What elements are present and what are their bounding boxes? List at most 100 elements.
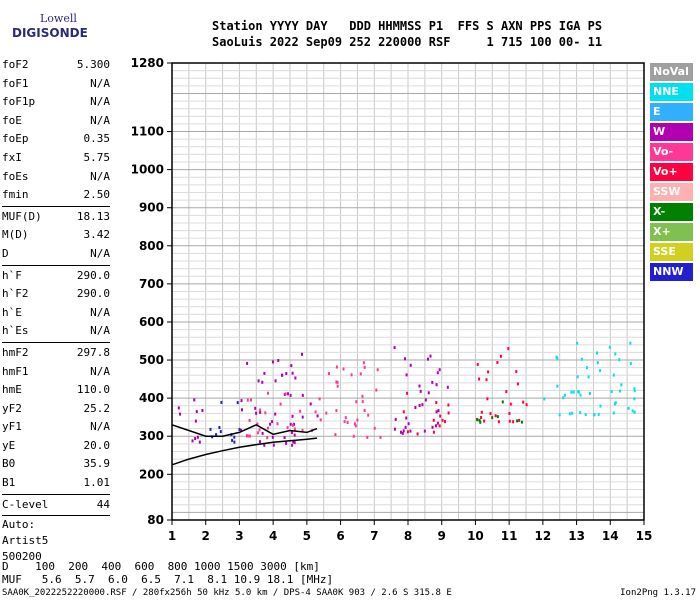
echo-point xyxy=(290,364,293,368)
param-value: 2.50 xyxy=(83,188,111,202)
param-row: hmE 110.0 xyxy=(2,381,110,400)
param-row: yF2 25.2 xyxy=(2,400,110,419)
file-info-footer: SAA0K_2022252220000.RSF / 280fx256h 50 k… xyxy=(2,588,452,598)
echo-point xyxy=(289,393,292,397)
param-value: N/A xyxy=(90,95,110,109)
param-value: 110.0 xyxy=(76,383,110,397)
echo-point xyxy=(400,430,402,434)
echo-point xyxy=(435,424,437,428)
echo-point xyxy=(618,358,621,362)
param-value: 20.0 xyxy=(83,438,111,452)
param-row: foEp 0.35 xyxy=(2,130,110,149)
x-tick-label: 6 xyxy=(336,529,344,543)
echo-point xyxy=(421,403,424,407)
echo-point xyxy=(291,414,294,418)
echo-point xyxy=(290,431,293,435)
y-tick-label: 400 xyxy=(139,391,164,405)
echo-point xyxy=(418,384,421,388)
echo-point xyxy=(509,402,512,406)
echo-point xyxy=(512,420,515,424)
echo-point xyxy=(435,401,438,405)
digisonde-logo: Lowell DIGISONDE xyxy=(0,6,120,46)
param-value: 3.42 xyxy=(83,228,111,242)
echo-point xyxy=(584,413,587,417)
echo-point xyxy=(233,435,236,439)
echo-point xyxy=(562,396,565,400)
echo-point xyxy=(299,409,302,413)
echo-point xyxy=(612,411,615,415)
echo-point xyxy=(291,423,294,427)
echo-point xyxy=(438,368,441,372)
echo-point xyxy=(571,411,574,415)
echo-point xyxy=(362,361,365,365)
echo-point xyxy=(293,433,296,437)
echo-point xyxy=(285,372,288,375)
echo-point xyxy=(198,440,201,444)
echo-point xyxy=(405,416,408,420)
echo-point xyxy=(572,390,575,394)
param-row: fmin 2.50 xyxy=(2,186,110,205)
echo-point xyxy=(376,368,379,372)
echo-point xyxy=(496,415,499,419)
echo-point xyxy=(266,436,269,440)
echo-point xyxy=(328,372,330,376)
echo-point xyxy=(476,418,479,422)
param-row: M(D) 3.42 xyxy=(2,226,110,245)
echo-point xyxy=(629,361,632,365)
echo-point xyxy=(274,379,277,383)
param-separator xyxy=(2,341,110,343)
param-name: yF2 xyxy=(2,401,22,415)
param-row: B0 35.9 xyxy=(2,455,110,474)
echo-point xyxy=(570,390,573,394)
echo-point xyxy=(423,429,426,433)
echo-point xyxy=(558,413,561,417)
echo-point xyxy=(255,411,258,415)
echo-point xyxy=(491,416,494,420)
echo-point xyxy=(631,409,634,413)
echo-point xyxy=(496,361,499,364)
logo-text-top: Lowell xyxy=(40,12,77,25)
param-value: 44 xyxy=(96,497,110,511)
ionospheric-parameters: foF2 5.300 foF1 N/A foF1p N/A foE N/A foEp 0.35 fx… xyxy=(2,56,110,565)
echo-point xyxy=(363,365,366,369)
echo-point xyxy=(344,416,347,420)
y-tick-label: 80 xyxy=(147,513,164,527)
param-name: C-level xyxy=(2,497,49,511)
echo-point xyxy=(439,414,442,418)
echo-point xyxy=(334,433,337,437)
legend-item-ssw: SSW xyxy=(650,183,693,201)
param-name: MUF(D) xyxy=(2,209,42,223)
echo-point xyxy=(279,402,282,406)
param-value: N/A xyxy=(90,76,110,90)
echo-point xyxy=(350,373,353,377)
echo-point xyxy=(291,371,294,375)
echo-point xyxy=(447,411,450,415)
echo-point xyxy=(577,390,580,394)
profile-curves xyxy=(171,423,318,466)
autoscaling-label: 500200 xyxy=(2,550,42,564)
echo-point xyxy=(257,379,260,383)
echo-point xyxy=(258,428,261,432)
echo-point xyxy=(437,409,440,413)
echo-point xyxy=(424,398,427,402)
echo-point xyxy=(618,389,621,393)
legend-item-vo-minus: Vo- xyxy=(650,143,693,161)
echo-point xyxy=(487,370,490,374)
echo-point xyxy=(343,420,346,424)
echo-point xyxy=(283,436,286,440)
param-value: N/A xyxy=(90,364,110,378)
param-value: 5.75 xyxy=(83,150,111,164)
echo-point xyxy=(219,430,222,434)
echo-point xyxy=(319,418,322,422)
param-name: foEs xyxy=(2,169,29,183)
echo-point xyxy=(404,357,406,361)
logo-text-bottom: DIGISONDE xyxy=(12,26,88,40)
param-name: h`E xyxy=(2,305,22,319)
echo-point xyxy=(501,400,504,404)
x-tick-label: 13 xyxy=(568,529,585,543)
autoscaling-label: Artist5 xyxy=(2,534,49,548)
echo-point xyxy=(409,429,412,433)
param-value: 290.0 xyxy=(76,268,110,282)
echo-point xyxy=(612,373,615,377)
param-name: foF1p xyxy=(2,95,36,109)
